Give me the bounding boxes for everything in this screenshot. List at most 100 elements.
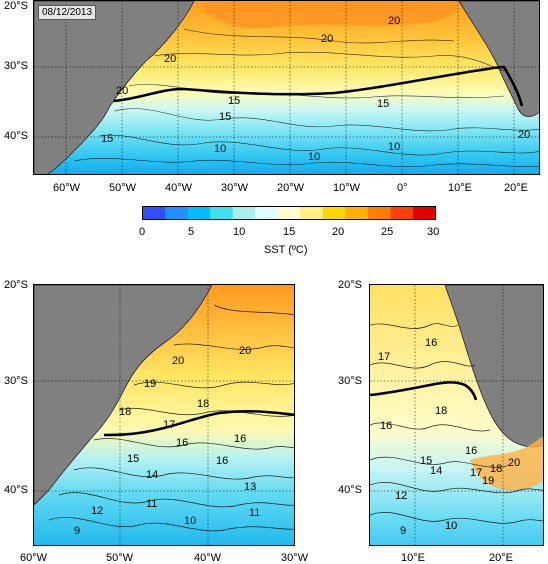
contour-label: 12	[395, 490, 408, 502]
contour-label: 20	[172, 355, 185, 367]
contour-lines	[48, 304, 294, 532]
colorbar	[142, 206, 436, 220]
contour-label: 16	[216, 455, 229, 467]
top-y-label: 40°S	[4, 130, 28, 142]
colorbar-swatch	[277, 206, 301, 220]
top-x-label: 30°W	[221, 182, 249, 194]
contour-label: 16	[425, 337, 438, 349]
contour-label: 17	[163, 419, 176, 431]
left-map-field	[34, 285, 294, 545]
front-line	[103, 409, 294, 437]
left-x-label: 30°W	[281, 552, 309, 564]
top-y-label: 20°S	[4, 0, 28, 12]
top-y-label: 30°S	[4, 60, 28, 72]
contour-label: 9	[400, 525, 407, 537]
contour-label: 15	[127, 453, 140, 465]
top-map: 08/12/2013 20 20 20 20 15 15 15 15 10 10…	[33, 0, 540, 175]
front-line	[370, 381, 478, 401]
colorbar-swatch	[255, 206, 279, 220]
contour-label: 10	[445, 520, 458, 532]
colorbar-swatch	[390, 206, 414, 220]
contour-label: 18	[490, 463, 503, 475]
colorbar-swatch	[232, 206, 256, 220]
right-y-label: 30°S	[338, 375, 362, 387]
land-south-america	[34, 285, 213, 506]
top-map-field	[34, 1, 539, 174]
contour-label: 19	[482, 475, 495, 487]
colorbar-swatch	[345, 206, 369, 220]
land-africa	[444, 285, 543, 448]
contour-label: 11	[146, 498, 158, 510]
top-x-label: 20°E	[504, 182, 528, 194]
contour-label: 9	[74, 525, 81, 537]
right-x-label: 10°E	[401, 552, 425, 564]
contour-label: 11	[249, 507, 261, 519]
contour-lines	[73, 28, 539, 167]
colorbar-tick: 25	[381, 226, 394, 238]
left-y-label: 20°S	[4, 279, 28, 291]
front-line	[113, 65, 524, 107]
top-x-label: 10°E	[448, 182, 472, 194]
right-y-label: 20°S	[338, 279, 362, 291]
colorbar-tick: 15	[283, 226, 296, 238]
colorbar-swatch	[367, 206, 391, 220]
colorbar-tick: 0	[139, 226, 146, 238]
left-x-label: 60°W	[20, 552, 48, 564]
contour-lines	[370, 323, 543, 524]
top-x-label: 10°W	[333, 182, 361, 194]
contour-label: 20	[508, 457, 521, 469]
contour-label: 14	[430, 465, 443, 477]
contour-label: 13	[244, 481, 257, 493]
right-map: 17 16 18 16 15 14 17 16 18 19 20 12 10 9	[369, 284, 544, 546]
contour-label: 20	[518, 129, 531, 141]
contour-label: 12	[91, 505, 104, 517]
contour-label: 15	[101, 133, 114, 145]
contour-label: 15	[420, 455, 433, 467]
top-x-label: 20°W	[277, 182, 305, 194]
contour-label: 10	[184, 515, 197, 527]
contour-label: 10	[388, 141, 401, 153]
contour-label: 20	[388, 15, 401, 27]
colorbar-swatch	[142, 206, 166, 220]
colorbar-swatch	[300, 206, 324, 220]
contour-label: 16	[176, 437, 189, 449]
contour-label: 16	[465, 445, 478, 457]
colorbar-swatch	[210, 206, 233, 220]
colorbar-swatch	[187, 206, 211, 220]
top-x-label: 60°W	[53, 182, 81, 194]
contour-label: 16	[234, 433, 247, 445]
contour-label: 18	[435, 405, 448, 417]
left-map: 20 20 19 18 18 17 16 16 15 14 16 13 12 1…	[33, 284, 295, 546]
left-x-label: 40°W	[194, 552, 222, 564]
land-africa	[458, 1, 539, 118]
contour-label: 20	[321, 33, 334, 45]
grid-lines	[370, 285, 543, 545]
left-y-label: 30°S	[4, 375, 28, 387]
contour-label: 16	[380, 420, 393, 432]
contour-label: 10	[308, 151, 321, 163]
colorbar-swatch	[322, 206, 346, 220]
colorbar-tick: 5	[188, 226, 195, 238]
right-x-label: 20°E	[489, 552, 513, 564]
top-x-label: 50°W	[109, 182, 137, 194]
contour-label: 18	[197, 398, 210, 410]
contour-label: 14	[146, 469, 159, 481]
right-y-label: 40°S	[338, 484, 362, 496]
left-y-label: 40°S	[4, 484, 28, 496]
left-x-label: 50°W	[106, 552, 134, 564]
colorbar-tick: 10	[233, 226, 246, 238]
contour-label: 19	[144, 378, 157, 390]
contour-label: 15	[377, 98, 390, 110]
contour-label: 20	[116, 85, 129, 97]
grid-lines	[34, 1, 539, 174]
colorbar-label: SST (ºC)	[264, 244, 308, 256]
colorbar-swatch	[412, 206, 436, 220]
contour-label: 18	[119, 406, 132, 418]
right-map-field	[370, 285, 543, 545]
contour-label: 20	[164, 53, 177, 65]
top-x-label: 0°	[397, 182, 408, 194]
date-label: 08/12/2013	[38, 5, 97, 20]
colorbar-tick: 20	[332, 226, 345, 238]
contour-label: 10	[214, 143, 227, 155]
top-x-label: 40°W	[165, 182, 193, 194]
